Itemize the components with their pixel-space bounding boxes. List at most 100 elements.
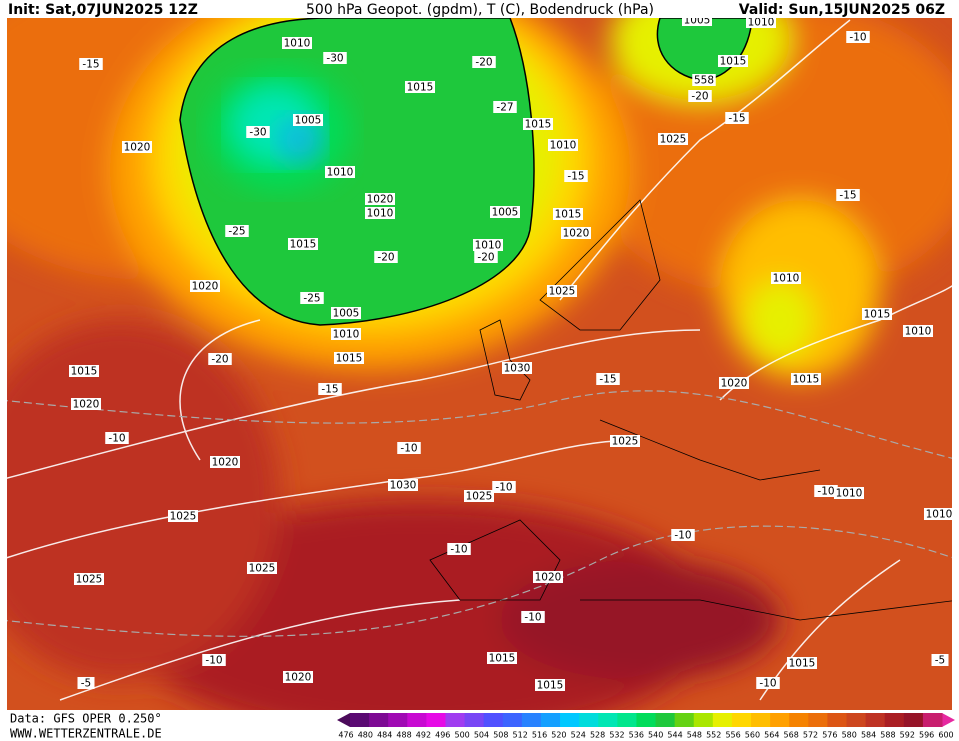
contour-label: -10 bbox=[849, 32, 866, 44]
colorbar-swatch bbox=[388, 713, 408, 727]
colorbar-label: 572 bbox=[803, 731, 818, 740]
contour-label-box bbox=[692, 74, 716, 86]
colorbar-swatch bbox=[445, 713, 466, 727]
colorbar-swatch bbox=[579, 713, 599, 727]
colorbar-label: 504 bbox=[474, 731, 489, 740]
colorbar-swatch bbox=[903, 713, 924, 727]
colorbar-swatch bbox=[655, 713, 676, 727]
colorbar-label: 480 bbox=[358, 731, 373, 740]
contour-label-box bbox=[490, 206, 520, 218]
contour-label-box bbox=[447, 543, 471, 555]
contour-label-box bbox=[331, 307, 361, 319]
contour-label: -5 bbox=[935, 655, 945, 667]
contour-label: -10 bbox=[400, 443, 417, 455]
contour-label-box bbox=[69, 365, 99, 377]
contour-label: 1015 bbox=[71, 366, 98, 378]
contour-label-box bbox=[334, 352, 364, 364]
contour-label-box bbox=[814, 485, 838, 497]
contour-label: -10 bbox=[495, 482, 512, 494]
contour-label-box bbox=[168, 510, 198, 522]
contour-label: 1010 bbox=[836, 488, 863, 500]
colorbar-label: 520 bbox=[551, 731, 566, 740]
contour-label-box bbox=[548, 139, 578, 151]
data-source: Data: GFS OPER 0.250° bbox=[10, 712, 162, 726]
contour-label: 1020 bbox=[721, 378, 748, 390]
contour-label: -10 bbox=[108, 433, 125, 445]
colorbar-swatch bbox=[369, 713, 389, 727]
contour-label-box bbox=[671, 529, 695, 541]
colorbar-swatch bbox=[770, 713, 790, 727]
contour-label-box bbox=[323, 52, 347, 64]
contour-label: 1020 bbox=[285, 672, 312, 684]
contour-label-box bbox=[202, 654, 226, 666]
contour-label-box bbox=[564, 170, 588, 182]
contour-label: -25 bbox=[303, 293, 320, 305]
contour-label-box bbox=[493, 101, 517, 113]
contour-label: 1020 bbox=[212, 457, 239, 469]
contour-label: -20 bbox=[377, 252, 394, 264]
contour-label: 1005 bbox=[333, 308, 360, 320]
contour-label: 1015 bbox=[407, 82, 434, 94]
contour-label: -20 bbox=[475, 57, 492, 69]
contour-label: 1015 bbox=[793, 374, 820, 386]
contour-label: 1015 bbox=[290, 239, 317, 251]
contour-label: 1005 bbox=[684, 15, 711, 27]
contour-label: 1020 bbox=[367, 194, 394, 206]
colorbar-swatch bbox=[636, 713, 657, 727]
colorbar-label: 580 bbox=[842, 731, 857, 740]
contour-label: 1030 bbox=[504, 363, 531, 375]
contour-label: 1020 bbox=[124, 142, 151, 154]
contour-label-box bbox=[464, 490, 494, 502]
contour-label: -20 bbox=[477, 252, 494, 264]
contour-label-box bbox=[365, 207, 395, 219]
contour-label-box bbox=[74, 573, 104, 585]
contour-label-box bbox=[533, 571, 563, 583]
contour-label-box bbox=[190, 280, 220, 292]
contour-label: 1020 bbox=[73, 399, 100, 411]
contour-label: 1015 bbox=[789, 658, 816, 670]
contour-label-box bbox=[79, 58, 103, 70]
contour-label: 1025 bbox=[170, 511, 197, 523]
colorbar-swatch bbox=[560, 713, 580, 727]
contour-label-box bbox=[846, 31, 870, 43]
contour-label: 1025 bbox=[549, 286, 576, 298]
contour-label-box bbox=[77, 677, 95, 689]
colorbar-label: 500 bbox=[454, 731, 469, 740]
contour-label: -25 bbox=[228, 226, 245, 238]
contour-label: 1025 bbox=[660, 134, 687, 146]
contour-label-box bbox=[288, 238, 318, 250]
contour-label: -15 bbox=[321, 384, 338, 396]
contour-label-box bbox=[325, 166, 355, 178]
colorbar-swatch bbox=[350, 713, 370, 727]
contour-label: 1015 bbox=[336, 353, 363, 365]
contour-label: 1010 bbox=[748, 17, 775, 29]
colorbar-label: 524 bbox=[571, 731, 586, 740]
colorbar-swatch bbox=[884, 713, 905, 727]
contour-label: -10 bbox=[205, 655, 222, 667]
contour-label-box bbox=[553, 208, 583, 220]
contour-label-box bbox=[247, 562, 277, 574]
contour-label: -15 bbox=[599, 374, 616, 386]
colorbar-arrow-left bbox=[337, 713, 350, 727]
contour-label-box bbox=[787, 657, 817, 669]
colorbar-label: 592 bbox=[900, 731, 915, 740]
contour-label: -30 bbox=[326, 53, 343, 65]
contour-label-box bbox=[388, 479, 418, 491]
colorbar-label: 532 bbox=[609, 731, 624, 740]
contour-label-box bbox=[610, 435, 640, 447]
contour-label-box bbox=[300, 292, 324, 304]
colorbar-label: 548 bbox=[687, 731, 702, 740]
contour-label: 1010 bbox=[905, 326, 932, 338]
contour-label: 1025 bbox=[612, 436, 639, 448]
contour-label-box bbox=[374, 251, 398, 263]
contour-label-box bbox=[746, 18, 776, 28]
contour-label-box bbox=[862, 308, 892, 320]
contour-label: 1010 bbox=[327, 167, 354, 179]
contour-label-box bbox=[473, 239, 503, 251]
contour-label-box bbox=[596, 373, 620, 385]
colorbar-label: 476 bbox=[338, 731, 353, 740]
colorbar-swatch bbox=[617, 713, 637, 727]
contour-label-box bbox=[246, 126, 270, 138]
colorbar-label: 544 bbox=[667, 731, 682, 740]
contour-label-box bbox=[682, 18, 712, 26]
